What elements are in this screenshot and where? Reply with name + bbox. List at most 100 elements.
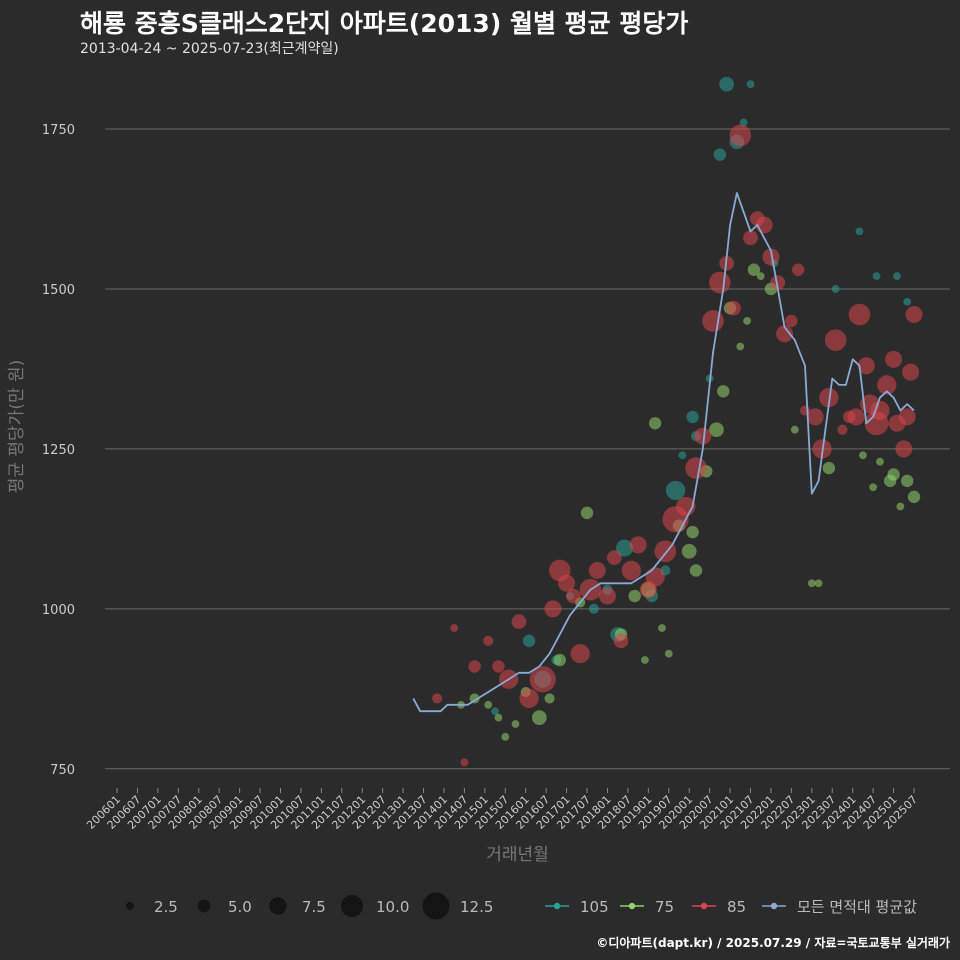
source-caption: ©디아파트(dapt.kr) / 2025.07.29 / 자료=국토교통부 실…	[596, 936, 950, 950]
point-75	[736, 342, 745, 351]
size-legend-circle	[126, 902, 134, 910]
point-85	[468, 660, 481, 673]
point-105	[522, 634, 536, 648]
y-tick-label: 1500	[42, 283, 75, 298]
point-75	[511, 720, 520, 728]
point-85	[902, 363, 920, 381]
point-85	[770, 275, 786, 290]
point-75	[887, 468, 900, 481]
size-legend-circle	[197, 899, 211, 913]
point-85	[460, 758, 469, 767]
point-105	[665, 480, 686, 501]
point-75	[544, 693, 555, 704]
y-tick-label: 1000	[42, 603, 75, 618]
size-legend-circle	[269, 897, 287, 915]
point-85	[837, 424, 848, 435]
point-85	[905, 306, 923, 324]
legend-key-dot	[628, 902, 636, 910]
point-85	[726, 300, 741, 316]
chart-subtitle: 2013-04-24 ~ 2025-07-23(최근계약일)	[80, 41, 339, 57]
point-85	[806, 408, 824, 426]
x-axis-title: 거래년월	[486, 845, 549, 865]
point-85	[694, 427, 712, 445]
point-75	[869, 483, 878, 492]
point-85	[558, 574, 576, 592]
size-legend-circle	[422, 892, 450, 920]
point-75	[484, 700, 493, 709]
y-axis-title: 평균 평당가(만 원)	[7, 360, 27, 494]
point-105	[719, 76, 735, 92]
point-85	[743, 230, 758, 246]
point-85	[885, 350, 903, 368]
point-75	[709, 422, 724, 438]
point-85	[685, 457, 707, 479]
point-105	[686, 410, 699, 424]
point-85	[824, 329, 847, 351]
point-85	[598, 587, 616, 605]
point-75	[743, 317, 752, 325]
point-75	[907, 490, 921, 504]
point-85	[702, 310, 724, 332]
legend-key-dot	[553, 902, 561, 910]
y-tick-label: 1750	[42, 123, 75, 138]
point-85	[621, 560, 641, 581]
point-85	[483, 635, 494, 646]
point-75	[747, 263, 761, 276]
point-75	[717, 385, 730, 398]
legend-key-dot	[700, 902, 708, 910]
point-105	[713, 148, 727, 161]
size-legend-label: 12.5	[460, 898, 493, 916]
point-85	[629, 536, 647, 554]
point-85	[848, 303, 871, 326]
point-85	[877, 375, 897, 395]
point-75	[686, 525, 699, 539]
y-tick-label: 750	[50, 763, 75, 778]
point-85	[529, 666, 556, 693]
point-75	[689, 564, 703, 577]
point-75	[469, 693, 480, 704]
point-85	[492, 660, 505, 673]
point-85	[776, 325, 794, 343]
point-75	[580, 506, 594, 520]
point-75	[814, 579, 823, 588]
size-legend-label: 7.5	[302, 898, 326, 916]
point-75	[900, 474, 914, 488]
point-85	[450, 624, 459, 632]
point-75	[658, 624, 666, 632]
legend-label: 모든 면적대 평균값	[797, 898, 917, 916]
point-75	[648, 417, 662, 430]
point-85	[898, 408, 916, 426]
legend-label: 105	[580, 898, 609, 916]
point-85	[606, 550, 622, 566]
point-75	[859, 451, 867, 460]
chart-title: 해룡 중흥S클래스2단지 아파트(2013) 월별 평균 평당가	[80, 9, 689, 38]
point-85	[785, 314, 798, 328]
point-85	[870, 400, 890, 421]
point-75	[807, 579, 816, 588]
point-75	[501, 732, 510, 741]
point-85	[762, 248, 780, 266]
point-75	[641, 656, 649, 664]
size-legend-label: 2.5	[154, 898, 178, 916]
point-105	[893, 272, 901, 281]
point-75	[790, 425, 799, 434]
point-85	[847, 408, 865, 426]
point-85	[570, 643, 590, 664]
point-85	[511, 614, 527, 629]
legend-key-dot	[770, 902, 778, 910]
point-105	[903, 297, 912, 306]
size-legend-label: 5.0	[228, 898, 252, 916]
point-85	[613, 633, 629, 649]
legend-label: 85	[727, 898, 746, 916]
point-75	[494, 713, 503, 722]
y-tick-label: 1250	[42, 443, 75, 458]
point-105	[872, 272, 881, 281]
mean-line	[412, 192, 915, 713]
point-75	[822, 461, 836, 475]
point-85	[645, 567, 665, 587]
point-75	[553, 653, 566, 667]
point-75	[628, 589, 641, 603]
point-105	[739, 118, 748, 127]
point-105	[746, 80, 755, 89]
